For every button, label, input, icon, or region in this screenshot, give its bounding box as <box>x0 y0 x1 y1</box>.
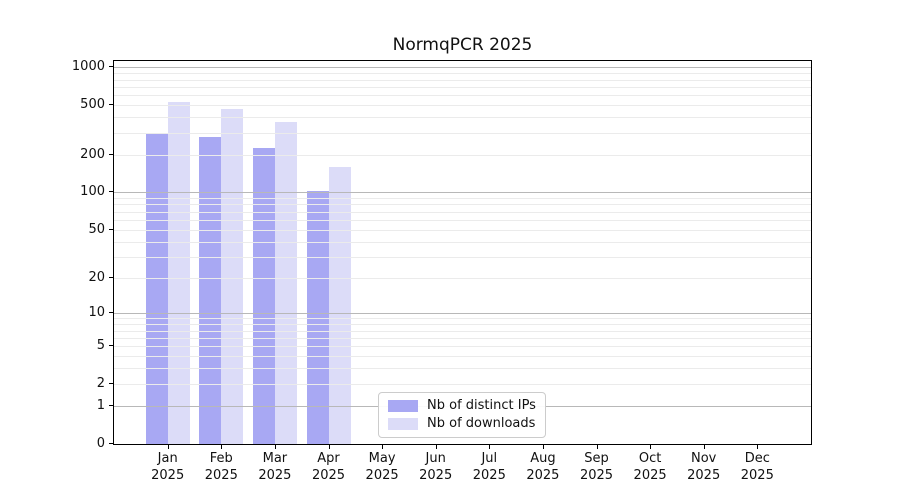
minor-gridline-300 <box>114 132 811 134</box>
bar-downloads-apr <box>328 167 351 444</box>
y-tick-mark-1 <box>109 405 113 407</box>
minor-gridline-3 <box>114 368 811 370</box>
minor-gridline-6 <box>114 337 811 339</box>
major-gridline-10 <box>114 313 811 315</box>
x-tick-mark-jun <box>435 445 437 449</box>
major-gridline-100 <box>114 192 811 194</box>
minor-gridline-400 <box>114 117 811 119</box>
x-tick-label-jan: Jan 2025 <box>151 451 185 483</box>
minor-gridline-8 <box>114 324 811 326</box>
x-tick-mark-nov <box>703 445 705 449</box>
y-tick-label-2: 2 <box>96 376 105 392</box>
x-tick-mark-jan <box>167 445 169 449</box>
bar-distinct-ips-apr <box>306 190 329 444</box>
legend: Nb of distinct IPs Nb of downloads <box>378 392 546 438</box>
minor-gridline-80 <box>114 204 811 206</box>
legend-label-downloads: Nb of downloads <box>427 416 536 431</box>
x-tick-label-sep: Sep 2025 <box>579 451 614 483</box>
minor-gridline-800 <box>114 79 811 81</box>
minor-gridline-9 <box>114 318 811 320</box>
minor-gridline-20 <box>114 278 811 280</box>
y-tick-mark-20 <box>109 277 113 279</box>
bar-distinct-ips-mar <box>252 148 275 444</box>
x-tick-mark-dec <box>757 445 759 449</box>
y-tick-label-50: 50 <box>88 221 105 237</box>
legend-item-distinct-ips: Nb of distinct IPs <box>388 398 536 414</box>
x-tick-label-oct: Oct 2025 <box>633 451 667 483</box>
legend-swatch-distinct-ips <box>388 400 418 412</box>
x-tick-mark-mar <box>274 445 276 449</box>
minor-gridline-40 <box>114 241 811 243</box>
x-tick-label-mar: Mar 2025 <box>258 451 292 483</box>
y-tick-mark-200 <box>109 153 113 155</box>
x-tick-mark-oct <box>650 445 652 449</box>
plot-area <box>113 60 812 445</box>
x-tick-label-dec: Dec 2025 <box>740 451 774 483</box>
x-tick-label-may: May 2025 <box>365 451 399 483</box>
y-tick-label-10: 10 <box>88 305 105 321</box>
x-tick-mark-apr <box>328 445 330 449</box>
x-tick-mark-jul <box>489 445 491 449</box>
minor-gridline-70 <box>114 211 811 213</box>
y-tick-mark-50 <box>109 228 113 230</box>
minor-gridline-4 <box>114 356 811 358</box>
x-tick-mark-feb <box>221 445 223 449</box>
minor-gridline-900 <box>114 73 811 75</box>
y-tick-mark-0 <box>109 443 113 444</box>
bar-downloads-feb <box>221 109 244 444</box>
y-tick-mark-500 <box>109 104 113 106</box>
y-tick-mark-1000 <box>109 66 113 68</box>
minor-gridline-600 <box>114 95 811 97</box>
minor-gridline-50 <box>114 229 811 231</box>
bar-distinct-ips-jan <box>145 133 168 444</box>
y-tick-label-500: 500 <box>80 97 105 113</box>
x-tick-label-jun: Jun 2025 <box>419 451 453 483</box>
y-tick-mark-10 <box>109 312 113 314</box>
y-tick-mark-2 <box>109 383 113 385</box>
major-gridline-1000 <box>114 67 811 69</box>
y-tick-label-20: 20 <box>88 270 105 286</box>
x-tick-mark-sep <box>596 445 598 449</box>
x-tick-label-nov: Nov 2025 <box>687 451 721 483</box>
minor-gridline-5 <box>114 346 811 348</box>
x-tick-mark-aug <box>542 445 544 449</box>
minor-gridline-500 <box>114 105 811 107</box>
y-tick-label-5: 5 <box>96 338 105 354</box>
minor-gridline-30 <box>114 256 811 258</box>
y-tick-mark-5 <box>109 345 113 347</box>
legend-label-distinct-ips: Nb of distinct IPs <box>427 398 536 413</box>
y-tick-label-200: 200 <box>80 146 105 162</box>
x-tick-label-jul: Jul 2025 <box>472 451 506 483</box>
minor-gridline-200 <box>114 154 811 156</box>
y-tick-label-100: 100 <box>80 184 105 200</box>
chart-title: NormqPCR 2025 <box>392 35 533 55</box>
minor-gridline-700 <box>114 86 811 88</box>
x-tick-label-feb: Feb 2025 <box>204 451 238 483</box>
x-tick-label-apr: Apr 2025 <box>311 451 346 483</box>
y-tick-label-1000: 1000 <box>71 59 105 75</box>
bar-downloads-jan <box>167 102 190 444</box>
legend-item-downloads: Nb of downloads <box>388 416 536 432</box>
bar-distinct-ips-feb <box>199 136 222 444</box>
y-tick-mark-100 <box>109 191 113 193</box>
minor-gridline-60 <box>114 219 811 221</box>
x-tick-label-aug: Aug 2025 <box>526 451 560 483</box>
legend-swatch-downloads <box>388 418 418 430</box>
bar-downloads-mar <box>274 121 297 444</box>
y-tick-label-0: 0 <box>96 436 105 451</box>
minor-gridline-7 <box>114 330 811 332</box>
minor-gridline-2 <box>114 384 811 386</box>
y-tick-label-1: 1 <box>96 398 105 414</box>
x-tick-mark-may <box>382 445 384 449</box>
minor-gridline-90 <box>114 198 811 200</box>
